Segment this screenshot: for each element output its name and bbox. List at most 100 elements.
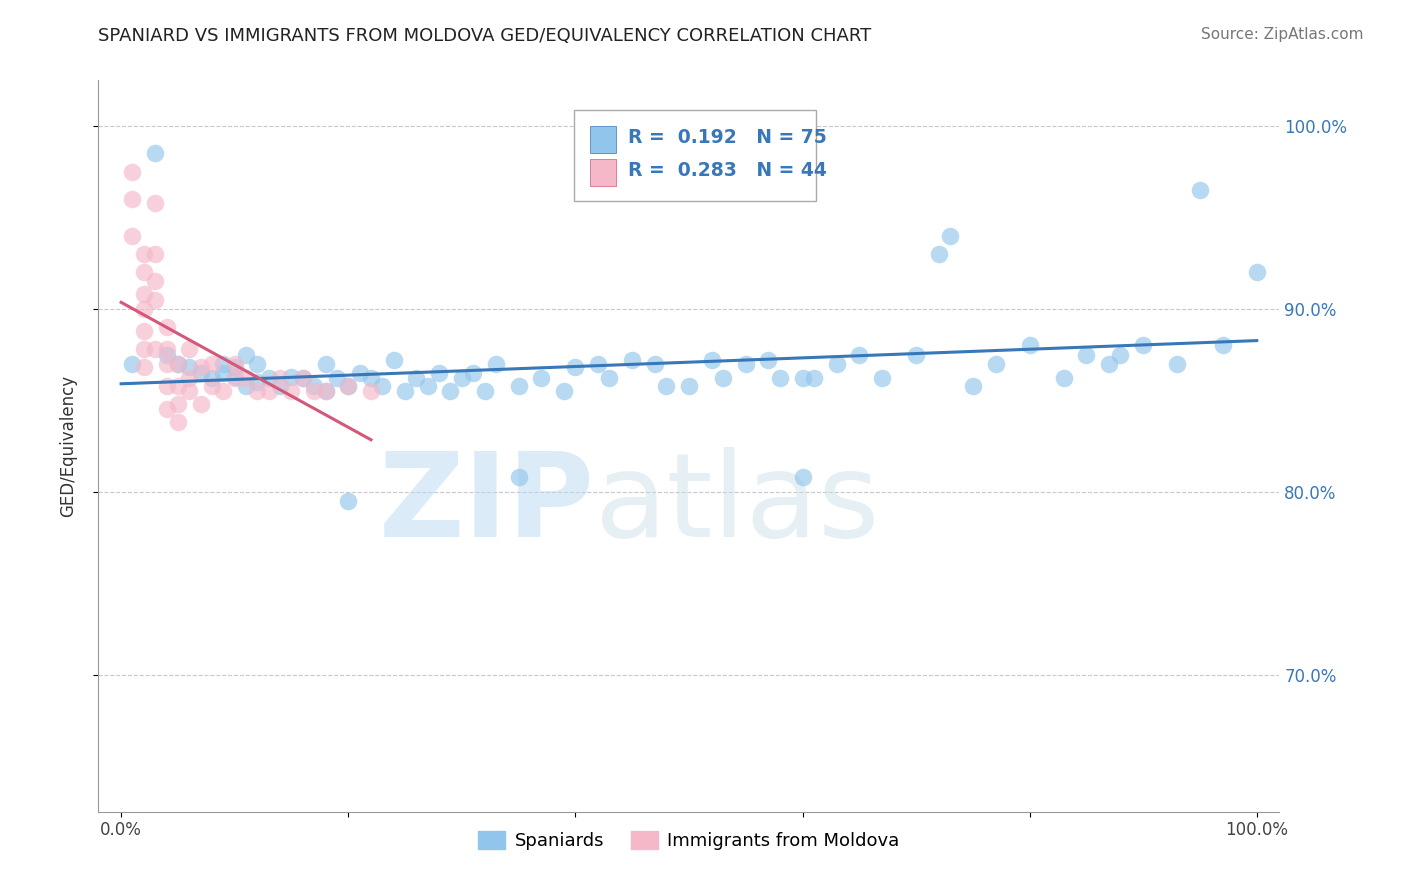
Point: [167, 357, 190, 371]
Point: [302, 384, 325, 399]
Point: [132, 301, 155, 316]
Point: [212, 357, 235, 371]
Point: [143, 247, 166, 261]
Point: [143, 342, 166, 356]
Point: [291, 371, 314, 385]
Point: [179, 360, 201, 375]
Point: [349, 366, 371, 380]
Point: [984, 357, 1007, 371]
Point: [644, 357, 666, 371]
Text: Source: ZipAtlas.com: Source: ZipAtlas.com: [1201, 27, 1364, 42]
Point: [235, 378, 257, 392]
Text: ZIP: ZIP: [378, 447, 595, 562]
Point: [235, 347, 257, 362]
Point: [212, 366, 235, 380]
Point: [190, 360, 212, 375]
Point: [155, 347, 177, 362]
Point: [360, 384, 382, 399]
Point: [870, 371, 893, 385]
Point: [224, 360, 246, 375]
Point: [508, 378, 530, 392]
Point: [179, 384, 201, 399]
Point: [508, 470, 530, 484]
Point: [962, 378, 984, 392]
Point: [382, 353, 405, 368]
Legend: Spaniards, Immigrants from Moldova: Spaniards, Immigrants from Moldova: [471, 823, 907, 857]
Point: [291, 371, 314, 385]
Point: [269, 378, 291, 392]
Point: [269, 371, 291, 385]
Point: [463, 366, 485, 380]
Point: [1109, 347, 1132, 362]
Point: [485, 357, 508, 371]
Point: [121, 164, 143, 178]
Point: [825, 357, 848, 371]
Point: [143, 274, 166, 288]
Point: [1212, 338, 1234, 352]
Point: [257, 384, 280, 399]
Point: [758, 353, 780, 368]
Point: [450, 371, 472, 385]
Point: [1166, 357, 1188, 371]
Point: [302, 378, 325, 392]
Point: [360, 371, 382, 385]
Point: [224, 371, 246, 385]
Point: [132, 324, 155, 338]
Point: [734, 357, 756, 371]
Point: [201, 371, 224, 385]
Point: [121, 228, 143, 243]
Point: [224, 369, 246, 384]
Point: [1188, 183, 1211, 197]
Point: [246, 384, 269, 399]
Point: [167, 397, 190, 411]
Point: [315, 384, 337, 399]
Point: [416, 378, 439, 392]
Text: R =  0.192   N = 75: R = 0.192 N = 75: [627, 128, 827, 147]
Point: [326, 371, 349, 385]
Point: [337, 493, 360, 508]
Point: [143, 293, 166, 307]
Point: [143, 195, 166, 210]
Point: [564, 360, 586, 375]
Point: [212, 384, 235, 399]
Point: [530, 371, 553, 385]
Point: [928, 247, 950, 261]
Point: [167, 357, 190, 371]
Point: [179, 342, 201, 356]
Point: [586, 357, 609, 371]
Point: [439, 384, 461, 399]
Point: [792, 470, 814, 484]
Point: [167, 415, 190, 429]
Point: [132, 360, 155, 375]
Point: [553, 384, 575, 399]
Point: [190, 397, 212, 411]
Point: [132, 342, 155, 356]
Point: [711, 371, 734, 385]
Point: [155, 357, 177, 371]
Point: [1132, 338, 1154, 352]
Bar: [589, 159, 616, 186]
Point: [700, 353, 723, 368]
Point: [848, 347, 870, 362]
Point: [1018, 338, 1040, 352]
Point: [201, 378, 224, 392]
Point: [394, 384, 416, 399]
Point: [315, 357, 337, 371]
Point: [405, 371, 427, 385]
Point: [427, 366, 450, 380]
Point: [246, 357, 269, 371]
Point: [337, 378, 360, 392]
Point: [121, 192, 143, 206]
Point: [132, 247, 155, 261]
Point: [132, 265, 155, 279]
Point: [905, 347, 928, 362]
Point: [235, 371, 257, 385]
Bar: [589, 126, 616, 153]
Text: atlas: atlas: [595, 447, 880, 562]
Text: R =  0.283   N = 44: R = 0.283 N = 44: [627, 161, 827, 180]
Point: [655, 378, 678, 392]
Point: [792, 371, 814, 385]
Y-axis label: GED/Equivalency: GED/Equivalency: [59, 375, 77, 517]
Point: [280, 384, 302, 399]
Point: [621, 353, 644, 368]
